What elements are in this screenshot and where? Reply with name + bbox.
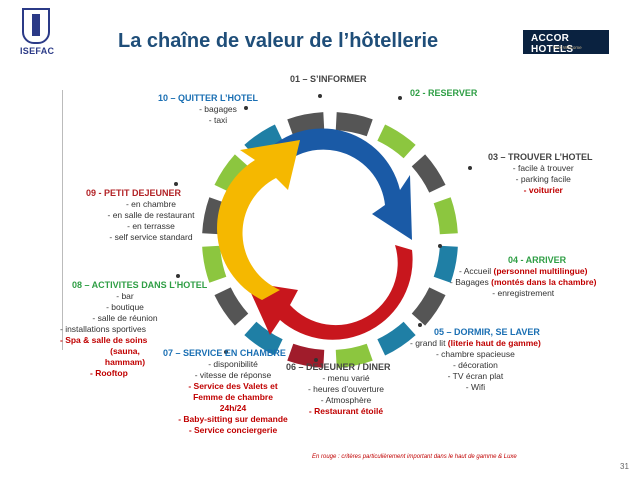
wheel-segment: [202, 245, 227, 283]
stage-10-item: - bagages: [199, 104, 237, 114]
arrow-red: [246, 245, 413, 340]
stage-09-title: 09 - PETIT DEJEUNER: [86, 188, 182, 198]
stage-08-item: - salle de réunion: [92, 313, 158, 323]
stage-07-item: 24h/24: [219, 403, 247, 413]
connector-dot: [224, 350, 228, 354]
isefac-shield-icon: [22, 8, 50, 44]
stage-04-title: 04 - ARRIVER: [508, 255, 567, 265]
stage-08-item: - boutique: [106, 302, 144, 312]
stage-08-item: hammam): [104, 357, 146, 367]
stage-03-item: - facile à trouver: [512, 163, 574, 173]
stage-06-title: 06 – DEJEUNER / DINER: [286, 362, 391, 372]
wheel-segment: [244, 321, 283, 356]
wheel-segment: [411, 287, 446, 326]
stage-06-item: - Restaurant étoilé: [308, 406, 384, 416]
stage-10-item: - taxi: [208, 115, 228, 125]
accor-logo-tagline: Feel Welcome: [553, 45, 582, 50]
stage-07: 07 – SERVICE EN CHAMBRE - disponibilité …: [163, 348, 303, 436]
connector-dot: [398, 96, 402, 100]
stage-03-title: 03 – TROUVER L’HOTEL: [488, 152, 593, 162]
stage-05-title: 05 – DORMIR, SE LAVER: [434, 327, 540, 337]
stage-07-item: - Service des Valets et: [188, 381, 278, 391]
stage-08-item: - installations sportives: [60, 324, 146, 334]
stage-02: 02 - RESERVER: [410, 88, 477, 99]
stage-03-item: - voiturier: [523, 185, 563, 195]
stage-08-item: (sauna,: [110, 346, 140, 356]
wheel-segments: [202, 112, 458, 368]
stage-03: 03 – TROUVER L’HOTEL - facile à trouver …: [488, 152, 593, 196]
stage-05-item: - TV écran plat: [447, 371, 504, 381]
wheel-segment: [377, 321, 416, 356]
stage-04-item: - enregistrement: [492, 288, 555, 298]
accor-logo-name: ACCOR HOTELS: [531, 33, 574, 55]
stage-connectors: [174, 94, 472, 362]
stage-07-item: Femme de chambre: [193, 392, 273, 402]
stage-05-item: - grand lit: [410, 338, 448, 348]
connector-dot: [314, 358, 318, 362]
stage-05-item: - décoration: [452, 360, 498, 370]
isefac-logo: ISEFAC: [20, 8, 54, 56]
stage-01: 01 – S’INFORMER: [290, 74, 367, 85]
stage-08-item: - Spa & salle de soins: [60, 335, 148, 345]
stage-01-title: 01 – S’INFORMER: [290, 74, 367, 84]
connector-dot: [418, 323, 422, 327]
connector-dot: [244, 106, 248, 110]
wheel-segment: [433, 245, 458, 283]
stage-04-item: - Bagages: [450, 277, 492, 287]
stage-05-item: - chambre spacieuse: [435, 349, 515, 359]
stage-09-item: - en salle de restaurant: [107, 210, 195, 220]
stage-07-title: 07 – SERVICE EN CHAMBRE: [163, 348, 286, 358]
stage-09-item: - en terrasse: [127, 221, 175, 231]
isefac-logo-text: ISEFAC: [20, 46, 55, 56]
stage-08: 08 – ACTIVITES DANS L’HOTEL - bar - bout…: [60, 280, 208, 379]
stage-10-title: 10 – QUITTER L’HOTEL: [158, 93, 259, 103]
stage-05-item: - Wifi: [465, 382, 486, 392]
stage-07-item: - vitesse de réponse: [194, 370, 272, 380]
connector-dot: [468, 166, 472, 170]
stage-07-item: - disponibilité: [208, 359, 258, 369]
wheel-segment: [377, 124, 416, 159]
footnote: En rouge : critères particulièrement imp…: [312, 454, 517, 460]
connector-dot: [174, 182, 178, 186]
stage-06-item: - heures d’ouverture: [307, 384, 385, 394]
connector-dot: [438, 244, 442, 248]
page-title: La chaîne de valeur de l’hôtellerie: [118, 30, 439, 52]
wheel-segment: [433, 197, 458, 235]
stage-09: 09 - PETIT DEJEUNER - en chambre - en sa…: [86, 188, 216, 243]
stage-08-item: - bar: [116, 291, 134, 301]
left-divider: [62, 90, 63, 350]
stage-07-item: - Service conciergerie: [188, 425, 278, 435]
stage-05: 05 – DORMIR, SE LAVER - grand lit (liter…: [410, 327, 541, 393]
wheel-segment: [335, 112, 373, 137]
stage-06: 06 – DEJEUNER / DINER - menu varié - heu…: [286, 362, 406, 417]
connector-dot: [176, 274, 180, 278]
page-number: 31: [620, 462, 629, 471]
stage-03-item: - parking facile: [515, 174, 571, 184]
connector-dot: [318, 94, 322, 98]
stage-06-item: - Atmosphère: [320, 395, 372, 405]
wheel-segment: [335, 343, 373, 368]
stage-04-item-highlight: (personnel multilingue): [493, 266, 588, 276]
wheel-segment: [214, 154, 249, 193]
stage-10: 10 – QUITTER L’HOTEL - bagages - taxi: [158, 93, 278, 126]
stage-06-item: - menu varié: [322, 373, 370, 383]
stage-09-item: - en chambre: [125, 199, 177, 209]
wheel-segment: [214, 287, 249, 326]
arrow-yellow: [217, 140, 300, 300]
stage-08-item: - Rooftop: [90, 368, 128, 378]
stage-02-title: 02 - RESERVER: [410, 88, 478, 98]
stage-07-item: - Baby-sitting sur demande: [178, 414, 288, 424]
stage-04: 04 - ARRIVER - Accueil (personnel multil…: [450, 255, 596, 299]
stage-08-title: 08 – ACTIVITES DANS L’HOTEL: [72, 280, 208, 290]
wheel-segment: [411, 154, 446, 193]
stage-09-item: - self service standard: [109, 232, 193, 242]
stage-05-item-highlight: (literie haut de gamme): [447, 338, 541, 348]
accor-logo: ACCOR HOTELS Feel Welcome: [523, 30, 609, 55]
wheel-segment: [287, 343, 325, 368]
stage-04-item: - Accueil: [458, 266, 494, 276]
stage-04-item-highlight: (montés dans la chambre): [491, 277, 597, 287]
